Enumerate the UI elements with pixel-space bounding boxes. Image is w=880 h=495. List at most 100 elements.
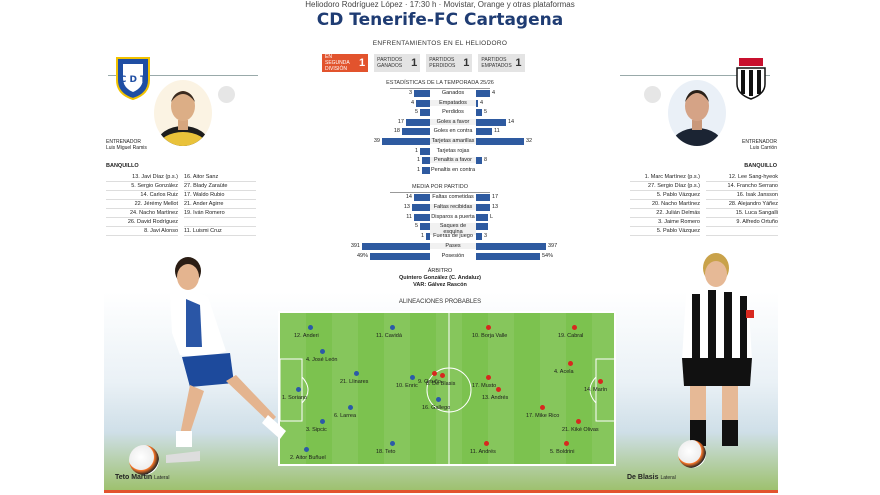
stat-value-away: 17 bbox=[492, 194, 499, 200]
tenerife-crest: C D T bbox=[115, 56, 151, 101]
home-coach-name: Luis Miguel Ramis bbox=[106, 145, 147, 151]
home-player-label: 21. Llinares bbox=[340, 379, 369, 385]
bench-player: 5. Pablo Vázquez bbox=[630, 191, 700, 200]
stat-row: 49% Posesión 54% bbox=[330, 252, 553, 261]
home-ball bbox=[129, 445, 159, 475]
bench-player: 11. Luismi Cruz bbox=[184, 227, 256, 236]
stat-value-away: 4 bbox=[492, 90, 496, 96]
away-coach-caption: ENTRENADOR Luis Carrión bbox=[715, 139, 777, 151]
stat-row: 13 Faltas recibidas 13 bbox=[330, 203, 550, 212]
stat-value-away: 14 bbox=[508, 118, 515, 125]
var-name: VAR: Gálvez Rascón bbox=[413, 282, 467, 288]
home-player-label: 16. Gallego bbox=[422, 405, 451, 411]
stat-bar-home bbox=[420, 147, 430, 155]
lineup-field: 12. Anderi 11. Cavidá 4. José León 21. Llin… bbox=[278, 311, 616, 466]
bench-player: 20. Nacho Martínez bbox=[630, 200, 700, 209]
away-player-label: 4. Acela bbox=[554, 369, 574, 375]
enf-box-draw: PARTIDOS EMPATADOS 1 bbox=[478, 54, 525, 72]
season-stats-rule bbox=[390, 88, 490, 89]
crest-letters: C D T bbox=[120, 75, 147, 85]
stat-label: Pases bbox=[430, 243, 476, 249]
bench-player: 17. Waldo Rubio bbox=[184, 191, 256, 200]
stat-bar-home bbox=[422, 157, 430, 165]
away-player-label: 5. Boldrini bbox=[550, 449, 575, 455]
match-stats-title: MEDIA POR PARTIDO bbox=[411, 184, 469, 190]
pitch-lines bbox=[280, 313, 614, 464]
bottom-accent bbox=[104, 490, 778, 493]
stat-row: 39 Tarjetas amarillas 32 bbox=[330, 137, 550, 146]
home-player-dot bbox=[354, 371, 359, 376]
away-player-dot bbox=[486, 375, 491, 380]
stat-row: 18 Goles en contra 11 bbox=[330, 127, 550, 136]
home-player-dot bbox=[410, 375, 415, 380]
stat-bar-away bbox=[476, 109, 482, 117]
page-title: CD Tenerife-FC Cartagena bbox=[316, 10, 564, 30]
stat-bar-home bbox=[420, 223, 430, 231]
away-player-dot bbox=[564, 441, 569, 446]
away-bench: 1. Marc Martínez (p.s.) 27. Sergio Díaz … bbox=[630, 173, 778, 236]
away-player-dot bbox=[484, 441, 489, 446]
home-player-dot bbox=[348, 405, 353, 410]
stat-value-away: 32 bbox=[526, 138, 533, 144]
match-info-line: Heliodoro Rodríguez López · 17:30 h · Mo… bbox=[305, 0, 575, 9]
stat-bar-away bbox=[476, 252, 540, 260]
stat-label: Goles a favor bbox=[430, 118, 476, 125]
stat-row: 4 Empatados 4 bbox=[330, 99, 550, 108]
stat-label: Faltas recibidas bbox=[430, 203, 476, 210]
away-coach-label: ENTRENADOR bbox=[741, 139, 777, 145]
stat-value-home: 391 bbox=[350, 243, 360, 249]
home-player-dot bbox=[304, 447, 309, 452]
enfrentamientos-title: ENFRENTAMIENTOS EN EL HELIODORO bbox=[372, 40, 508, 47]
stat-value-home: 5 bbox=[414, 109, 418, 116]
enfrentamientos-boxes: EN SEGUNDA DIVISIÓN 1 PARTIDOS GANADOS 1 P… bbox=[322, 54, 525, 72]
stat-value-away: 13 bbox=[492, 203, 499, 210]
referee-name: Quintero González (C. Andaluz) bbox=[399, 275, 481, 281]
cartagena-crest bbox=[733, 56, 769, 100]
stat-label: Goles en contra bbox=[433, 128, 473, 135]
stat-value-home: 18 bbox=[393, 128, 400, 135]
stat-label: Perdidos bbox=[442, 109, 464, 116]
home-player-dot bbox=[296, 387, 301, 392]
stat-bar-away bbox=[476, 233, 482, 241]
home-player-caption: Teto Martín Lateral bbox=[115, 474, 169, 481]
bench-player: 5. Sergio González bbox=[106, 182, 178, 191]
stat-bar-home bbox=[402, 128, 430, 136]
away-player-dot bbox=[540, 405, 545, 410]
bench-player: 26. David Rodríguez bbox=[106, 218, 178, 227]
away-player-dot bbox=[598, 379, 603, 384]
enf-box-lost: PARTIDOS PERDIDOS 1 bbox=[426, 54, 473, 72]
stat-value-home: 39 bbox=[373, 138, 380, 144]
stat-bar-home bbox=[414, 213, 430, 221]
stat-bar-home bbox=[420, 109, 430, 117]
stat-bar-away bbox=[476, 213, 488, 221]
stat-bar-home bbox=[406, 118, 430, 126]
stat-value-away: 397 bbox=[548, 243, 558, 249]
home-player-label: 10. Enric bbox=[396, 383, 418, 389]
home-player-dot bbox=[320, 419, 325, 424]
stat-value-home: 4 bbox=[410, 99, 414, 106]
away-player-label: 10. Borja Valle bbox=[472, 333, 508, 339]
stat-bar-away bbox=[476, 243, 546, 250]
home-player-photo bbox=[130, 255, 290, 470]
stat-row: 1 Fueras de juego 3 bbox=[330, 232, 550, 241]
away-coach-name: Luis Carrión bbox=[750, 145, 777, 151]
stat-value-home: 17 bbox=[397, 118, 404, 125]
stat-bar-home bbox=[416, 99, 430, 107]
away-bench-col-right: 12. Lee Sang-hyeok 14. Francho Serrano 1… bbox=[706, 173, 778, 236]
stat-bar-home bbox=[414, 194, 430, 201]
stat-value-away: 8 bbox=[484, 157, 488, 164]
stat-row: 391 Pases 397 bbox=[330, 242, 557, 251]
bench-player: 15. Luca Sangalli bbox=[706, 209, 778, 218]
stat-bar-home bbox=[422, 166, 430, 174]
bench-player: 24. Nacho Martínez bbox=[106, 209, 178, 218]
away-player-caption: De Blasis Lateral bbox=[627, 474, 676, 481]
home-player-dot bbox=[436, 397, 441, 402]
away-player-label: 19. Cabral bbox=[558, 333, 584, 339]
stat-value-away: 11 bbox=[494, 128, 500, 135]
home-player-label: 3. Sipcic bbox=[306, 427, 327, 433]
home-player-dot bbox=[308, 325, 313, 330]
stat-value-away: 5 bbox=[484, 109, 488, 116]
season-stats-title: ESTADÍSTICAS DE LA TEMPORADA 25/26 bbox=[386, 80, 494, 86]
bench-player: 13. Javi Díaz (p.s.) bbox=[106, 173, 178, 182]
away-player-dot bbox=[440, 373, 445, 378]
